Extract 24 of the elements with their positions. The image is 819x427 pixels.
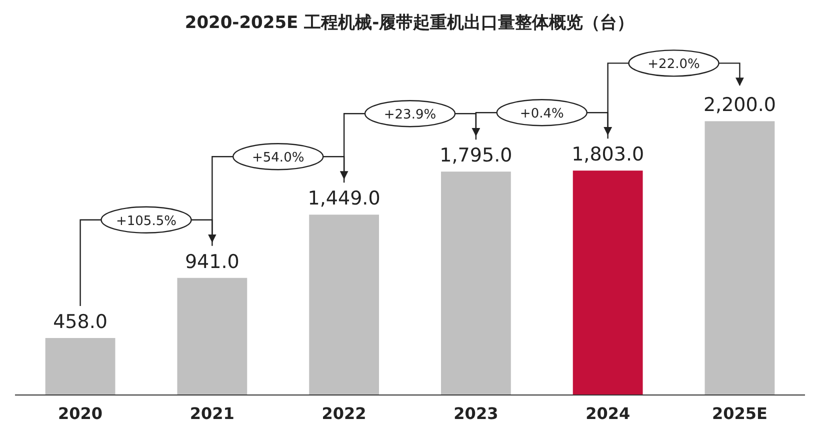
x-tick-label: 2023 (454, 404, 498, 423)
bar (704, 121, 775, 395)
bar (177, 278, 248, 395)
data-label: 941.0 (184, 250, 240, 273)
text: +22.0% (648, 57, 700, 72)
annotation: +23.9% (384, 108, 436, 123)
x-tick-label: 2024 (586, 404, 630, 423)
chart-title: 2020-2025E 工程机械-履带起重机出口量整体概览（台） (184, 13, 634, 33)
data-label: 1,449.0 (308, 188, 380, 210)
data-label: 1,803.0 (572, 144, 644, 166)
bar (572, 170, 643, 395)
data-label: 2,200.0 (703, 94, 776, 116)
data-label: 458.0 (53, 311, 108, 333)
bar (440, 172, 511, 395)
x-tick-label: 2020 (58, 404, 103, 423)
annotation: +54.0% (252, 150, 304, 166)
x-tick-label: 2021 (190, 404, 234, 423)
x-tick-label: 2022 (322, 404, 366, 423)
bar (45, 338, 116, 395)
annotation: +105.5% (116, 214, 176, 229)
bar (309, 214, 380, 395)
annotation: +0.4% (520, 106, 564, 122)
x-tick-label: 2025E (712, 404, 768, 423)
data-label: 1,795.0 (440, 144, 512, 167)
